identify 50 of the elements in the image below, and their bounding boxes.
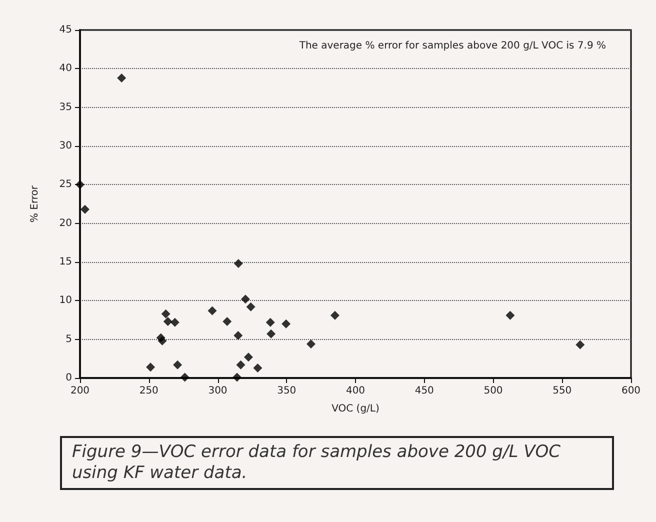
point xyxy=(180,372,190,382)
caption: Figure 9—VOC error data for samples above 200 g/L VOC using KF water data. xyxy=(60,436,614,490)
point xyxy=(234,259,243,268)
y-tick-label: 0 xyxy=(66,372,72,384)
x-tick-label: 400 xyxy=(346,386,366,396)
point xyxy=(232,372,242,382)
y-tick-label: 20 xyxy=(59,218,72,229)
point xyxy=(266,318,275,327)
y-tick-label: 45 xyxy=(59,24,72,36)
point xyxy=(282,319,291,328)
x-tick-label: 550 xyxy=(552,386,572,396)
point xyxy=(161,309,170,318)
point xyxy=(236,360,246,370)
point xyxy=(253,363,262,372)
point xyxy=(506,310,515,320)
point xyxy=(173,360,182,370)
point xyxy=(306,339,316,348)
x-tick-label: 350 xyxy=(277,386,296,396)
y-axis-title: % Error xyxy=(30,184,40,223)
point xyxy=(240,294,250,304)
point xyxy=(117,73,126,82)
annotation: The average % error for samples above 200 g/L VOC is 7.9 % xyxy=(298,40,606,52)
x-axis-title: VOC (g/L) xyxy=(332,404,380,414)
x-tick-label: 250 xyxy=(139,386,158,396)
point xyxy=(244,352,253,362)
x-tick-label: 450 xyxy=(414,386,434,396)
y-tick-label: 40 xyxy=(59,63,72,74)
y-tick-label: 15 xyxy=(59,256,72,268)
y-tick-label: 25 xyxy=(59,179,72,190)
y-tick-label: 30 xyxy=(59,140,72,152)
point xyxy=(266,329,276,338)
point xyxy=(146,362,156,372)
point xyxy=(234,330,243,340)
point xyxy=(208,306,217,316)
x-tick-label: 300 xyxy=(208,386,228,396)
y-tick-label: 5 xyxy=(66,334,72,345)
x-tick-label: 600 xyxy=(621,386,641,396)
point xyxy=(222,317,232,326)
x-tick-label: 200 xyxy=(70,386,90,396)
point xyxy=(158,336,167,346)
y-tick-label: 35 xyxy=(59,102,72,113)
point xyxy=(163,317,172,326)
y-tick-label: 10 xyxy=(59,295,72,306)
x-tick-label: 500 xyxy=(484,386,503,396)
point xyxy=(330,310,340,320)
point xyxy=(170,318,180,327)
point xyxy=(576,340,585,350)
point xyxy=(246,302,256,312)
point xyxy=(76,180,84,190)
point xyxy=(80,204,90,214)
